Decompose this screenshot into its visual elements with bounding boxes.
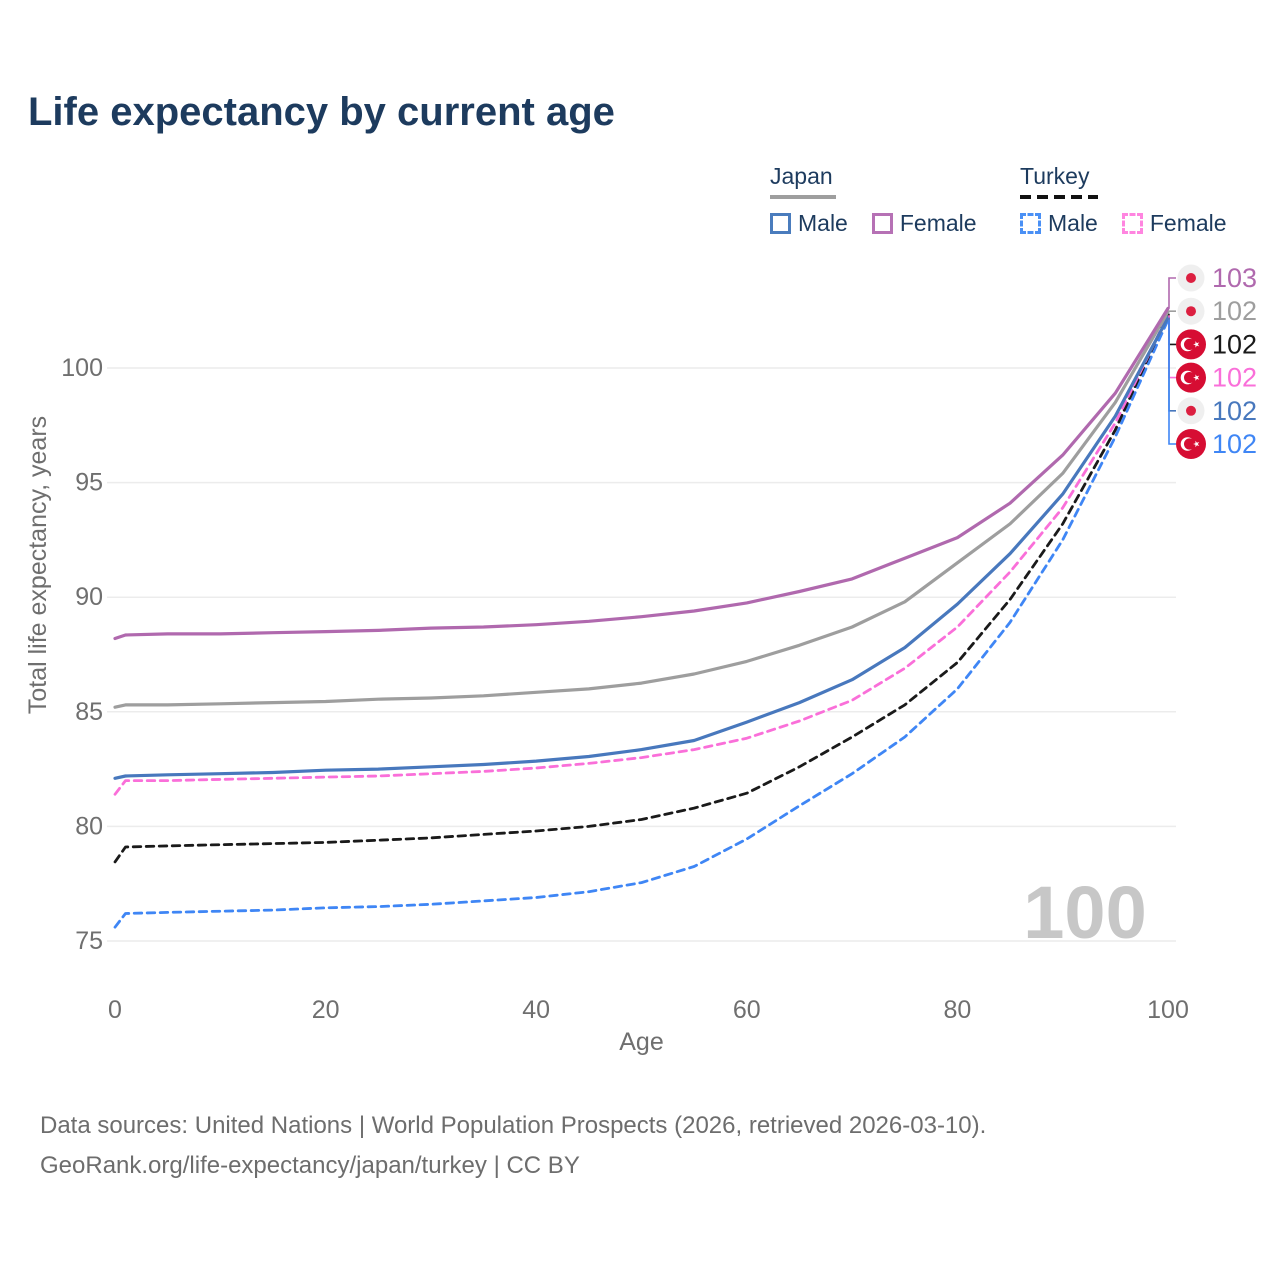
footer-source-line: Data sources: United Nations | World Pop…: [40, 1112, 987, 1139]
turkey-male-swatch-icon[interactable]: [1020, 213, 1041, 234]
end-value-label-japan-female: 103: [1212, 263, 1257, 293]
y-tick-label-80: 80: [75, 812, 103, 840]
series-line-turkey-male: [113, 318, 1170, 929]
line-chart: 75 80 85 90 95 100 0 20 40 60 80 100 Age Total life e…: [24, 263, 1257, 1056]
legend-japan-label: Japan: [770, 163, 833, 189]
legend-item-japan-female[interactable]: Female: [871, 210, 977, 237]
turkey-flag-crescent-cut-icon: [1184, 338, 1196, 350]
legend-turkey-label: Turkey: [1020, 163, 1090, 189]
legend-item-turkey-male[interactable]: Male: [1020, 210, 1098, 237]
series-line-japan-male: [113, 316, 1170, 780]
japan-flag-dot-icon: [1186, 306, 1196, 317]
end-value-label-japan-overall: 102: [1212, 296, 1257, 326]
y-tick-label-95: 95: [75, 469, 103, 497]
legend-group-japan: Japan Male Female: [770, 163, 1001, 237]
turkey-flag-star-icon: [1193, 440, 1200, 448]
x-axis-title: Age: [619, 1028, 663, 1056]
x-tick-label-100: 100: [1147, 996, 1189, 1024]
legend-turkey-line-swatch: [1020, 195, 1098, 199]
x-tick-label-20: 20: [312, 996, 340, 1024]
japan-flag-dot-icon: [1186, 405, 1196, 416]
end-label-connector-japan-overall: [1168, 310, 1176, 312]
x-tick-label-40: 40: [522, 996, 550, 1024]
end-value-label-turkey-female: 102: [1212, 363, 1257, 393]
end-label-connector-japan-female: [1168, 277, 1176, 309]
x-tick-label-60: 60: [733, 996, 761, 1024]
legend-item-turkey-female[interactable]: Female: [1121, 210, 1227, 237]
japan-male-swatch-icon[interactable]: [770, 213, 791, 234]
legend-turkey-female-label: Female: [1149, 210, 1227, 236]
y-tick-label-90: 90: [75, 583, 103, 611]
series-line-japan-overall: [113, 310, 1170, 709]
turkey-flag-crescent-cut-icon: [1184, 372, 1196, 384]
y-tick-label-75: 75: [75, 927, 103, 955]
end-value-label-turkey-male: 102: [1212, 429, 1257, 459]
legend-japan-line-swatch: [770, 195, 836, 199]
end-label-connector-turkey-overall: [1168, 314, 1176, 346]
turkey-female-swatch-icon[interactable]: [1121, 213, 1143, 234]
series-line-japan-female: [113, 306, 1170, 641]
legend-item-japan-male[interactable]: Male: [770, 210, 848, 237]
footer: Data sources: United Nations | World Pop…: [40, 1106, 986, 1186]
legend-japan-male-label: Male: [798, 210, 848, 236]
x-tick-label-80: 80: [943, 996, 971, 1024]
y-tick-label-85: 85: [75, 698, 103, 726]
legend-japan-female-label: Female: [899, 210, 977, 236]
series-line-turkey-overall: [113, 312, 1170, 864]
turkey-flag-crescent-cut-icon: [1184, 438, 1196, 450]
end-value-label-japan-male: 102: [1212, 396, 1257, 426]
y-axis-title: Total life expectancy, years: [24, 416, 52, 714]
chart-title: Life expectancy by current age: [28, 90, 615, 134]
end-label-connector-turkey-male: [1168, 319, 1176, 445]
legend-turkey-male-label: Male: [1048, 210, 1098, 236]
end-value-label-turkey-overall: 102: [1212, 329, 1257, 359]
japan-female-swatch-icon[interactable]: [871, 213, 893, 234]
japan-flag-dot-icon: [1186, 273, 1196, 283]
end-label-connector-japan-male: [1168, 317, 1176, 412]
legend-group-turkey: Turkey Male Female: [1020, 163, 1251, 237]
series-line-turkey-female: [113, 313, 1170, 796]
turkey-flag-star-icon: [1193, 341, 1200, 348]
footer-license-line: GeoRank.org/life-expectancy/japan/turkey…: [40, 1152, 580, 1179]
turkey-flag-star-icon: [1193, 374, 1200, 381]
y-tick-label-100: 100: [61, 354, 103, 382]
x-tick-label-0: 0: [108, 996, 122, 1024]
age-watermark: 100: [1023, 871, 1146, 954]
